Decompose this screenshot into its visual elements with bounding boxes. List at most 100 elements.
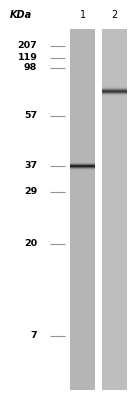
Bar xyxy=(70,173,95,180)
Bar xyxy=(70,264,95,270)
Bar xyxy=(70,342,95,348)
Bar xyxy=(70,258,95,264)
Bar xyxy=(102,209,127,216)
Bar xyxy=(70,378,95,384)
Bar xyxy=(102,77,127,83)
Bar xyxy=(70,71,95,77)
Bar xyxy=(70,372,95,378)
Text: 37: 37 xyxy=(24,162,37,170)
Bar xyxy=(102,155,127,162)
Bar xyxy=(102,330,127,336)
Bar xyxy=(70,29,95,35)
Bar xyxy=(70,354,95,360)
Bar xyxy=(102,270,127,276)
Bar xyxy=(102,312,127,318)
Bar xyxy=(70,216,95,222)
Bar xyxy=(102,185,127,192)
Bar xyxy=(70,95,95,102)
Bar xyxy=(70,35,95,41)
Bar xyxy=(102,107,127,114)
Bar xyxy=(102,167,127,174)
Bar xyxy=(102,65,127,71)
Bar xyxy=(102,378,127,384)
Bar xyxy=(70,179,95,186)
Bar xyxy=(70,137,95,144)
Bar xyxy=(70,282,95,288)
Bar xyxy=(102,83,127,90)
Text: 20: 20 xyxy=(24,240,37,248)
Bar xyxy=(70,336,95,342)
Bar xyxy=(102,137,127,144)
Bar xyxy=(70,360,95,366)
Bar xyxy=(102,282,127,288)
Bar xyxy=(102,336,127,342)
Bar xyxy=(70,318,95,324)
Bar xyxy=(70,125,95,132)
Bar xyxy=(102,318,127,324)
Bar xyxy=(70,240,95,246)
Bar xyxy=(70,222,95,228)
Bar xyxy=(70,209,95,216)
Bar xyxy=(102,360,127,366)
Bar xyxy=(70,300,95,306)
Bar xyxy=(70,167,95,174)
Bar xyxy=(70,143,95,150)
Text: 7: 7 xyxy=(31,332,37,340)
Bar xyxy=(70,59,95,65)
Bar xyxy=(102,258,127,264)
Bar xyxy=(70,65,95,71)
Text: 119: 119 xyxy=(17,54,37,62)
Bar xyxy=(102,354,127,360)
Bar xyxy=(70,312,95,318)
Bar xyxy=(102,131,127,138)
Bar xyxy=(70,246,95,252)
Bar xyxy=(70,155,95,162)
Bar xyxy=(102,372,127,378)
Bar xyxy=(102,240,127,246)
Bar xyxy=(102,203,127,210)
Bar xyxy=(70,47,95,53)
Bar xyxy=(102,149,127,156)
Bar xyxy=(102,101,127,108)
Bar xyxy=(70,101,95,108)
Bar xyxy=(70,252,95,258)
Bar xyxy=(70,161,95,168)
Bar xyxy=(102,288,127,294)
Bar xyxy=(70,197,95,204)
Text: 207: 207 xyxy=(18,42,37,50)
Bar xyxy=(102,216,127,222)
Bar xyxy=(70,228,95,234)
Bar xyxy=(102,89,127,96)
Bar xyxy=(70,234,95,240)
Bar xyxy=(70,113,95,120)
Bar xyxy=(102,252,127,258)
Bar xyxy=(70,119,95,126)
Bar xyxy=(102,228,127,234)
Bar xyxy=(70,348,95,354)
Bar xyxy=(102,234,127,240)
Bar xyxy=(102,95,127,102)
Bar xyxy=(102,29,127,35)
Bar xyxy=(70,288,95,294)
Bar xyxy=(102,71,127,77)
Bar xyxy=(102,41,127,47)
Bar xyxy=(102,197,127,204)
Bar xyxy=(102,300,127,306)
Bar xyxy=(102,59,127,65)
Text: 2: 2 xyxy=(111,10,118,20)
Bar xyxy=(102,384,127,390)
Bar xyxy=(70,276,95,282)
Bar xyxy=(102,294,127,300)
Text: 29: 29 xyxy=(24,188,37,196)
Bar xyxy=(102,113,127,120)
Bar xyxy=(102,143,127,150)
Bar xyxy=(102,348,127,354)
Bar xyxy=(102,324,127,330)
Bar xyxy=(102,53,127,59)
Bar xyxy=(102,276,127,282)
Bar xyxy=(102,366,127,372)
Bar xyxy=(70,53,95,59)
Bar xyxy=(102,306,127,312)
Bar xyxy=(70,83,95,90)
Bar xyxy=(70,191,95,198)
